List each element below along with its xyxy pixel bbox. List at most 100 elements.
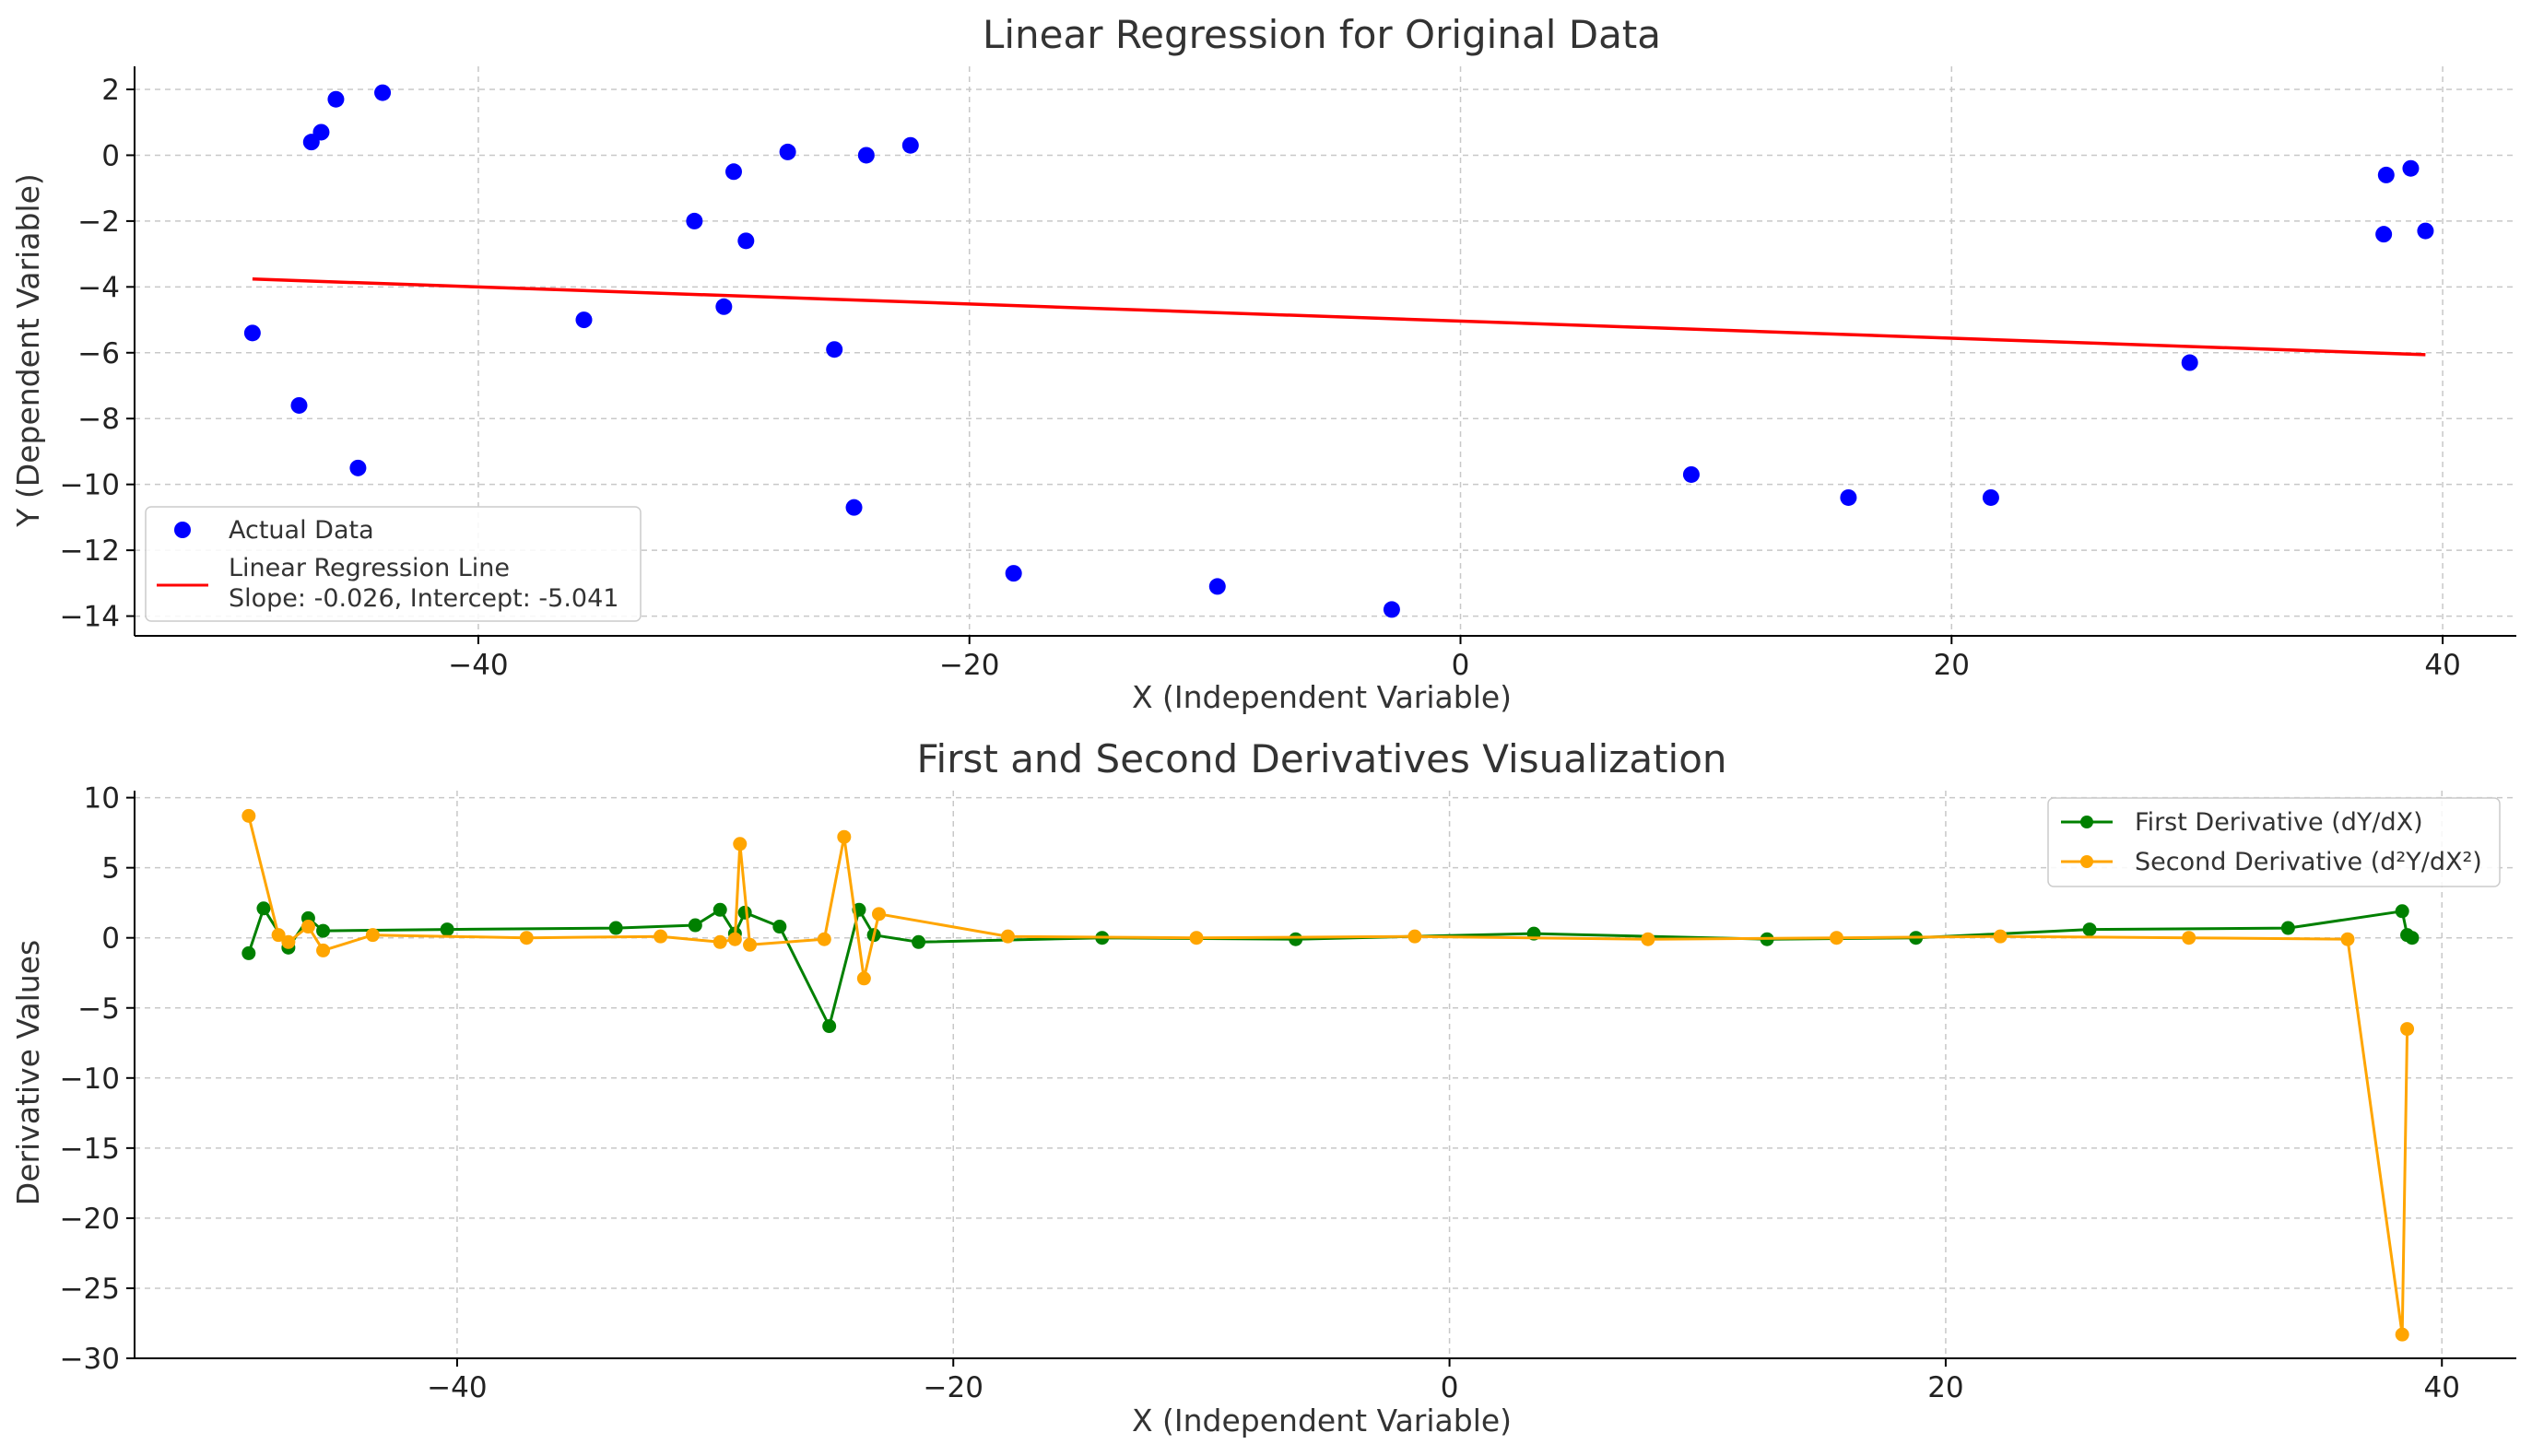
first-derivative-dy-dx-point — [440, 922, 454, 937]
derivatives-x-tick-label: 0 — [1441, 1371, 1459, 1404]
second-derivative-d-y-dx-point — [1993, 929, 2008, 944]
regression-x-tick-label: −40 — [448, 649, 508, 682]
regression-x-ticks: −40 −20 0 20 40 — [448, 636, 2461, 682]
second-derivative-d-y-dx-point — [1000, 929, 1015, 944]
second-derivative-d-y-dx-point — [2400, 1022, 2415, 1037]
actual-data-point — [374, 84, 392, 101]
second-derivative-d-y-dx-point — [365, 928, 380, 943]
first-derivative-dy-dx-point — [608, 921, 623, 935]
actual-data-point — [2417, 222, 2434, 240]
actual-data-point — [845, 499, 863, 516]
linear-regression-line-line — [252, 277, 2426, 357]
first-derivative-dy-dx-point — [241, 945, 256, 960]
regression-y-tick-label: −2 — [77, 205, 120, 239]
first-derivative-dy-dx-point — [2082, 922, 2097, 937]
derivatives-y-ticks: 10 5 0 −5 −10 −15 −20 −25 −30 — [60, 782, 135, 1376]
derivatives-y-tick-label: −20 — [60, 1203, 120, 1236]
regression-y-tick-label: −6 — [77, 337, 120, 370]
second-derivative-d-y-dx-point — [856, 971, 871, 986]
derivatives-y-tick-label: −30 — [60, 1343, 120, 1376]
regression-y-ticks: 2 0 −2 −4 −6 −8 −10 −12 −14 — [60, 74, 135, 634]
first-derivative-dy-dx-point — [822, 1019, 837, 1034]
second-derivative-d-y-dx-point — [300, 920, 315, 934]
second-derivative-d-y-dx-point — [241, 808, 256, 823]
regression-marks — [243, 84, 2434, 618]
regression-x-tick-label: 40 — [2424, 649, 2460, 682]
regression-chart-title: Linear Regression for Original Data — [983, 12, 1661, 57]
legend-actual-data-marker — [174, 522, 191, 538]
regression-x-tick-label: −20 — [939, 649, 999, 682]
derivatives-y-tick-label: −5 — [77, 992, 120, 1026]
second-derivative-d-y-dx-point — [1641, 932, 1655, 946]
actual-data-point — [312, 123, 330, 141]
second-derivative-d-y-dx-point — [1407, 929, 1422, 944]
regression-y-tick-label: −8 — [77, 403, 120, 436]
legend-second-derivative-marker — [2080, 855, 2093, 868]
actual-data-point — [1208, 578, 1226, 595]
actual-data-point — [243, 324, 261, 342]
first-derivative-dy-dx-point — [2280, 921, 2295, 935]
regression-chart: Linear Regression for Original Data X (I… — [10, 12, 2516, 715]
legend-regression-slope-label: Slope: -0.026, Intercept: -5.041 — [229, 584, 618, 613]
derivatives-y-tick-label: 0 — [101, 922, 120, 956]
actual-data-point — [349, 459, 367, 476]
regression-y-axis-label: Y (Dependent Variable) — [10, 173, 46, 527]
regression-y-tick-label: 2 — [101, 74, 120, 107]
legend-regression-line-label: Linear Regression Line — [229, 554, 510, 582]
actual-data-point — [1005, 565, 1022, 582]
first-derivative-dy-dx-point — [2405, 931, 2420, 945]
regression-legend: Actual Data Linear Regression Line Slope… — [145, 506, 642, 622]
second-derivative-d-y-dx-point — [872, 907, 886, 922]
derivatives-y-tick-label: −15 — [60, 1133, 120, 1166]
first-derivative-dy-dx-point — [712, 902, 727, 917]
regression-y-tick-label: −12 — [60, 534, 120, 568]
regression-x-axis-label: X (Independent Variable) — [1132, 679, 1512, 715]
actual-data-point — [686, 212, 703, 229]
first-derivative-dy-dx-point — [772, 920, 787, 934]
derivatives-x-tick-label: −40 — [427, 1371, 487, 1404]
second-derivative-d-y-dx-point — [817, 932, 831, 946]
second-derivative-d-y-dx-point — [271, 928, 286, 943]
actual-data-point — [327, 90, 345, 108]
regression-spines — [134, 66, 2516, 637]
second-derivative-d-y-dx-point — [2395, 1327, 2409, 1342]
actual-data-point — [1982, 488, 1999, 506]
second-derivative-d-y-dx-point — [519, 931, 534, 945]
first-derivative-dy-dx-point — [688, 918, 702, 933]
actual-data-point — [290, 396, 308, 414]
regression-x-tick-label: 20 — [1934, 649, 1970, 682]
second-derivative-d-y-dx-point — [281, 934, 296, 949]
actual-data-point — [857, 147, 875, 164]
actual-data-point — [715, 298, 733, 315]
actual-data-point — [1682, 465, 1700, 483]
actual-data-point — [901, 136, 919, 154]
derivatives-y-tick-label: −10 — [60, 1063, 120, 1096]
derivatives-legend-box — [2047, 797, 2501, 887]
actual-data-point — [1383, 601, 1400, 618]
derivatives-chart: First and Second Derivatives Visualizati… — [10, 736, 2516, 1438]
first-derivative-dy-dx-line — [247, 907, 2413, 1027]
derivatives-marks — [241, 808, 2420, 1342]
second-derivative-d-y-dx-point — [1829, 931, 1843, 945]
derivatives-spines — [134, 791, 2516, 1359]
legend-first-derivative-label: First Derivative (dY/dX) — [2135, 808, 2423, 837]
regression-y-tick-label: −10 — [60, 469, 120, 502]
regression-y-tick-label: −4 — [77, 271, 120, 304]
legend-first-derivative-marker — [2080, 816, 2093, 828]
legend-actual-data-label: Actual Data — [229, 516, 374, 545]
first-derivative-dy-dx-point — [316, 923, 331, 938]
first-derivative-dy-dx-point — [912, 934, 926, 949]
second-derivative-d-y-dx-point — [712, 934, 727, 949]
second-derivative-d-y-dx-point — [743, 937, 758, 952]
regression-x-tick-label: 0 — [1452, 649, 1470, 682]
second-derivative-d-y-dx-point — [2182, 931, 2196, 945]
derivatives-y-axis-label: Derivative Values — [10, 940, 46, 1205]
derivatives-legend: First Derivative (dY/dX) Second Derivati… — [2047, 797, 2501, 887]
regression-legend-box — [145, 506, 642, 622]
actual-data-point — [779, 143, 796, 160]
second-derivative-d-y-dx-point — [733, 837, 748, 851]
derivatives-x-tick-label: −20 — [924, 1371, 983, 1404]
actual-data-point — [575, 311, 593, 329]
regression-y-tick-label: −14 — [60, 601, 120, 634]
